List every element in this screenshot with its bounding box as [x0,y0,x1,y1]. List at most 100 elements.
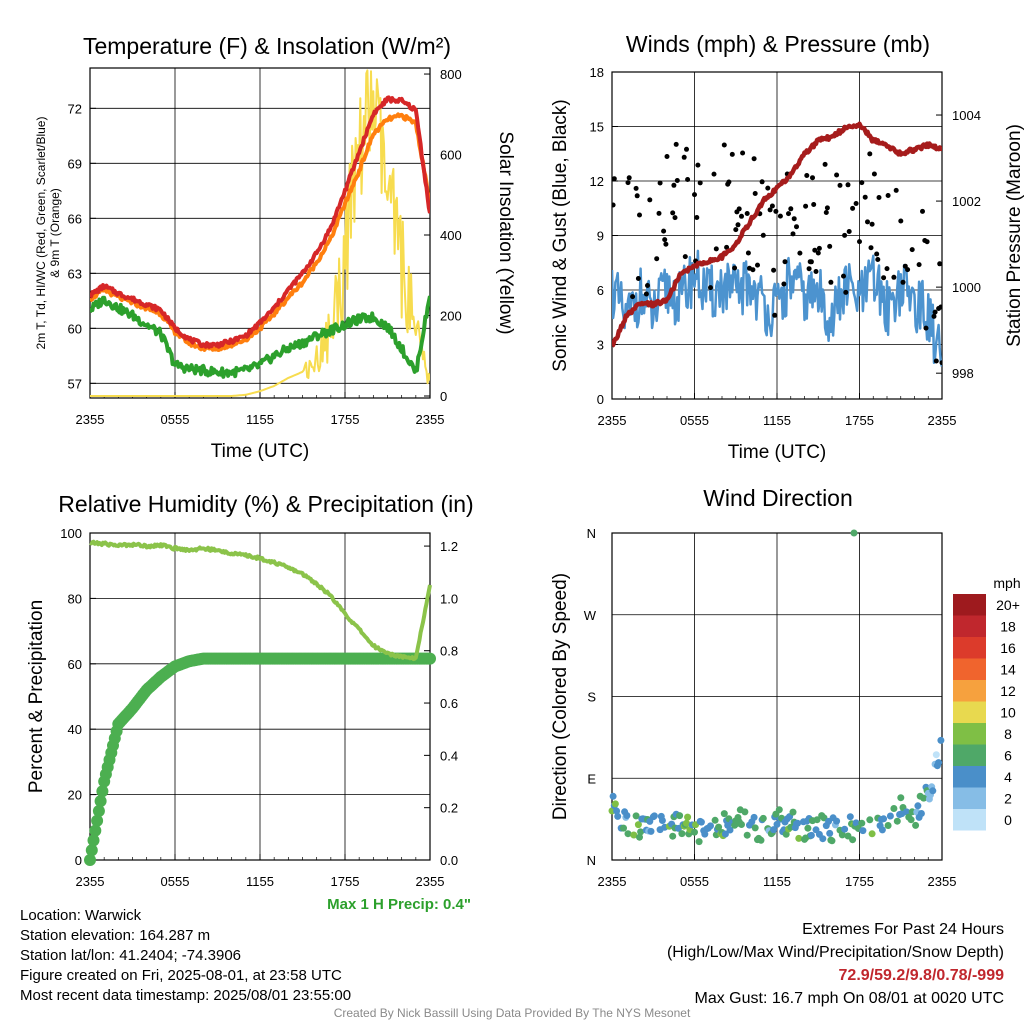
direction-point [611,800,619,808]
direction-point [741,808,749,816]
gust-point [633,185,639,191]
legend-swatch [953,744,986,766]
direction-point [850,529,858,537]
gust-point [788,206,794,212]
y2-tick-label: 200 [440,309,462,324]
gust-point [841,273,846,279]
gust-point [916,262,922,268]
direction-point [676,812,684,820]
gust-point [868,245,874,251]
gust-point [810,175,815,181]
y-tick-label: 80 [68,591,82,606]
direction-point [912,821,920,829]
direction-point [828,837,836,845]
direction-point [866,816,874,824]
gust-point [713,246,719,252]
gust-point [626,175,632,181]
direction-point [623,812,631,819]
gust-point [932,309,938,315]
y2-tick-label: 0.2 [440,801,458,816]
y2-tick-label: 0 [440,389,447,404]
gust-point [893,187,899,193]
direction-point [743,831,751,839]
x-tick-label: 0555 [680,413,709,428]
x-tick-label: 1155 [763,413,791,428]
gust-point [671,182,677,188]
gust-point [750,267,756,273]
recent-text: Most recent data timestamp: 2025/08/01 2… [20,987,352,1004]
gust-point [673,141,679,147]
gust-point [806,266,812,272]
direction-point [634,821,642,829]
temp-9m-line [90,112,430,352]
legend-label: 0 [1004,812,1012,828]
direction-point [637,828,645,836]
legend-swatch [953,637,986,659]
y-tick-label: 60 [68,657,82,672]
y-tick-label: E [587,771,596,786]
gust-point [682,254,688,260]
panel-3: 2355 0555 1155 1755 2355 Relative Humidity (%… [26,491,474,889]
legend-swatch [953,658,986,680]
gust-point [933,358,939,364]
latlon-text: Station lat/lon: 41.2404; -74.3906 [20,947,242,964]
gust-point [803,203,809,209]
sonic-wind-line [612,249,942,367]
gust-point [772,312,778,318]
legend-swatch [953,594,986,616]
chart-title: Relative Humidity (%) & Precipitation (i… [58,491,473,517]
wind-plot-area [612,121,942,367]
gust-point [694,215,700,220]
x-tick-label: 2355 [416,874,445,889]
gust-point [846,229,852,234]
direction-point [897,794,905,802]
gust-point [938,304,942,310]
direction-point [846,813,854,821]
direction-point [678,830,686,838]
precip-point [87,834,100,847]
direction-point [613,807,621,815]
gust-point [664,154,670,159]
direction-point [750,813,758,821]
y-axis-label: Sonic Wind & Gust (Blue, Black) [550,99,571,371]
direction-point [907,816,915,824]
direction-point [669,832,677,840]
gust-point [721,142,727,148]
gust-point [729,151,735,157]
humidity-plot-area [84,539,436,866]
x-axis-label: Time (UTC) [728,442,827,463]
extremes-panel: Extremes For Past 24 Hours (High/Low/Max… [667,918,1004,1010]
gust-point [827,243,833,249]
gust-point [759,179,765,185]
direction-point [770,826,778,834]
direction-point [917,810,925,817]
x-tick-label: 2355 [76,412,105,427]
y-tick-label: S [587,690,596,705]
gust-point [885,193,891,198]
direction-point [789,808,797,816]
y2-axis-label: Station Pressure (Maroon) [1004,124,1024,347]
y2-tick-label: 0.8 [440,644,458,659]
legend-label: 12 [1000,683,1016,699]
gust-point [744,211,750,216]
precip-point [94,795,107,808]
y-tick-label: W [584,608,597,623]
direction-point [878,826,886,834]
solar-insolation-line [90,69,430,397]
y2-tick-label: 998 [952,366,974,381]
gust-point [661,228,667,234]
direction-point [726,826,734,834]
direction-point [826,829,834,837]
x-tick-label: 2355 [598,874,627,889]
x-tick-label: 1155 [246,412,274,427]
gust-point [732,265,738,271]
gust-point [697,180,703,186]
gust-point [643,291,649,297]
gust-point [656,210,662,216]
y2-tick-label: 1000 [952,280,981,295]
gust-point [853,201,859,206]
y-axis-label: Direction (Colored By Speed) [550,573,571,820]
gust-point [884,266,890,272]
gust-point [670,210,676,216]
gust-point [612,202,616,208]
